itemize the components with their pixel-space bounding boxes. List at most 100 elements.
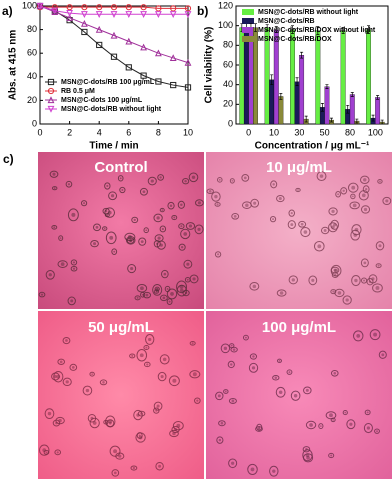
marker: [140, 11, 148, 18]
legend-swatch: [242, 36, 254, 42]
cell-core: [317, 244, 322, 249]
cell: [159, 294, 168, 302]
cell-core: [173, 216, 176, 219]
cell-core: [52, 172, 56, 176]
error-bar: [350, 92, 354, 97]
cell-core: [351, 185, 356, 190]
x-tick-label: 10: [183, 127, 193, 137]
cell: [157, 174, 165, 181]
cell: [185, 222, 196, 230]
cell: [313, 241, 325, 252]
y-tick-label: 0: [228, 118, 233, 128]
cell: [166, 288, 178, 300]
bar: [248, 27, 254, 125]
cell: [342, 410, 348, 416]
cell-core: [42, 448, 47, 453]
cell-core: [70, 299, 74, 303]
cell-core: [121, 188, 124, 192]
cell-core: [60, 262, 65, 266]
cell-core: [365, 188, 368, 191]
marker: [170, 5, 177, 12]
cell-core: [252, 284, 257, 289]
cell-core: [279, 291, 284, 295]
cell: [242, 334, 249, 341]
cell: [330, 369, 339, 377]
cell: [39, 444, 50, 456]
micrograph: [206, 311, 392, 479]
cell: [270, 180, 278, 189]
cell-core: [91, 373, 94, 376]
cell: [218, 420, 226, 427]
cell: [53, 370, 64, 383]
micrographs: [38, 152, 392, 479]
cell-core: [363, 207, 368, 212]
cell: [157, 371, 167, 382]
cell-core: [381, 353, 385, 357]
cell-core: [274, 376, 278, 380]
cell: [109, 445, 121, 457]
error-bar: [295, 77, 299, 86]
cell: [62, 377, 72, 387]
cell: [276, 194, 285, 203]
cell-core: [93, 242, 97, 246]
cell: [111, 248, 118, 255]
cell: [302, 449, 313, 462]
cell: [178, 223, 185, 230]
y-tick-label: 20: [223, 99, 233, 109]
marker: [66, 14, 74, 21]
cell: [152, 283, 163, 296]
cell: [70, 259, 78, 266]
x-tick-label: 6: [126, 127, 131, 137]
error-bar: [265, 24, 269, 31]
cell-core: [95, 225, 99, 229]
cell: [166, 298, 173, 305]
cell: [308, 275, 318, 286]
cell: [45, 269, 55, 280]
error-bar: [304, 115, 308, 123]
cell-core: [191, 342, 194, 345]
cell-core: [337, 291, 342, 295]
cell-core: [146, 363, 149, 366]
cell-core: [53, 374, 57, 378]
cell: [256, 423, 263, 431]
marker: [66, 9, 74, 17]
cell-core: [300, 222, 304, 226]
cell: [328, 452, 335, 459]
cell-core: [158, 464, 162, 468]
series-line: [39, 5, 189, 64]
cell: [215, 391, 224, 401]
cell: [136, 432, 143, 439]
cell: [159, 207, 165, 213]
cell: [136, 283, 148, 293]
cell: [275, 386, 286, 398]
cell-core: [166, 288, 169, 290]
cell-core: [156, 216, 160, 220]
error-bar: [376, 95, 380, 100]
cell: [220, 343, 231, 354]
cell-core: [363, 178, 367, 182]
cell-core: [176, 423, 181, 428]
cell: [358, 190, 369, 201]
cell-core: [220, 421, 224, 425]
bar: [299, 55, 305, 125]
cell-core: [162, 357, 167, 362]
marker: [80, 19, 88, 27]
cell: [142, 291, 152, 299]
marker: [81, 28, 88, 36]
cell: [216, 436, 224, 444]
legend-label: RB 0.5 μM: [61, 88, 95, 95]
cell: [168, 375, 180, 387]
cell-core: [162, 296, 166, 300]
cell-core: [159, 176, 162, 179]
cell: [131, 216, 139, 224]
cell-core: [344, 411, 347, 414]
cell-core: [55, 421, 58, 425]
y-tick-label: 80: [27, 24, 37, 34]
cell: [241, 174, 250, 182]
cell: [69, 363, 78, 371]
cell: [38, 291, 46, 298]
cell: [159, 225, 167, 233]
cell-core: [349, 422, 353, 426]
cell-core: [197, 201, 201, 205]
cell-core: [130, 266, 134, 271]
